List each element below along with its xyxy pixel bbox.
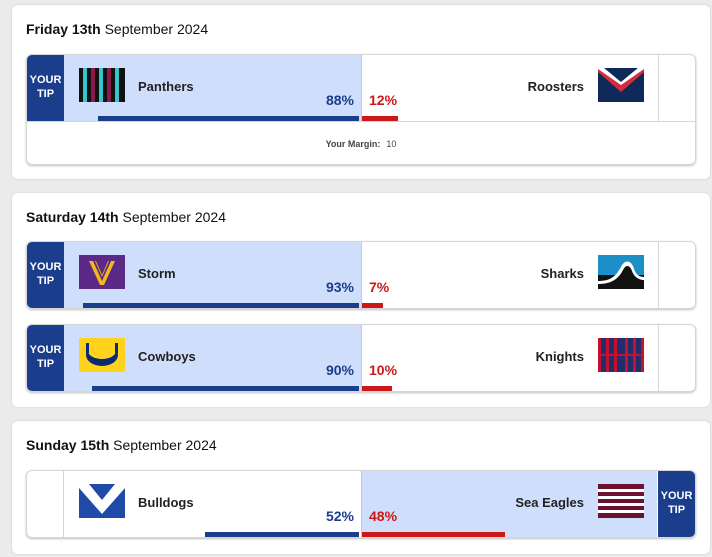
home-tip-bar	[92, 386, 359, 391]
away-team-name: Roosters	[527, 79, 584, 94]
margin-value[interactable]: 10	[386, 139, 397, 149]
home-tip-bar	[83, 303, 359, 308]
day-title-bold: Saturday 14th	[26, 209, 119, 225]
away-tip-percent: 12%	[369, 92, 398, 108]
away-tip-slot[interactable]	[658, 55, 695, 121]
day-title-bold: Sunday 15th	[26, 437, 110, 453]
match-panthers-roosters[interactable]: YOUR TIP Panthers 88% Roosters 12% Your M…	[26, 54, 696, 165]
home-team-name: Bulldogs	[138, 495, 194, 510]
day-title-bold: Friday 13th	[26, 21, 101, 37]
away-tip-bar	[362, 303, 383, 308]
sea-eagles-logo-icon	[598, 484, 644, 518]
margin-label: Your Margin:	[325, 139, 381, 149]
away-team-name: Sharks	[540, 266, 584, 281]
home-tip-percent: 93%	[325, 279, 354, 295]
your-tip-badge: YOUR TIP	[27, 325, 64, 391]
home-team-name: Cowboys	[138, 349, 196, 364]
away-tip-slot[interactable]	[658, 242, 695, 308]
day-card-friday: Friday 13th September 2024 YOUR TIP Panth…	[12, 5, 710, 179]
day-title: Friday 13th September 2024	[26, 21, 208, 37]
day-card-sunday: Sunday 15th September 2024 YOUR TIP Bulld…	[12, 421, 710, 554]
knights-logo-icon	[598, 338, 644, 372]
home-team-name: Panthers	[138, 79, 194, 94]
away-tip-bar	[362, 532, 505, 537]
match-divider	[361, 242, 362, 308]
day-card-saturday: Saturday 14th September 2024 YOUR TIP Sto…	[12, 193, 710, 407]
your-tip-badge: YOUR TIP	[27, 55, 64, 121]
match-divider	[361, 471, 362, 537]
away-tip-bar	[362, 386, 392, 391]
away-tip-bar	[362, 116, 398, 121]
match-storm-sharks[interactable]: YOUR TIP Storm 93% Sharks 7%	[26, 241, 696, 309]
match-divider	[361, 55, 362, 121]
match-tip-row[interactable]: YOUR TIP Bulldogs 52% Sea Eagles 48%	[27, 471, 695, 537]
away-tip-percent: 10%	[369, 362, 398, 378]
day-title-date: September 2024	[104, 21, 209, 37]
match-tip-row[interactable]: YOUR TIP Cowboys 90% Knights 10%	[27, 325, 695, 391]
roosters-logo-icon	[598, 68, 644, 102]
margin-row[interactable]: Your Margin: 10	[27, 121, 695, 164]
bulldogs-logo-icon	[79, 484, 125, 518]
day-title-date: September 2024	[122, 209, 227, 225]
your-tip-badge: YOUR TIP	[658, 471, 695, 537]
match-bulldogs-sea-eagles[interactable]: YOUR TIP Bulldogs 52% Sea Eagles 48%	[26, 470, 696, 538]
sharks-logo-icon	[598, 255, 644, 289]
home-tip-percent: 90%	[325, 362, 354, 378]
match-cowboys-knights[interactable]: YOUR TIP Cowboys 90% Knights 10%	[26, 324, 696, 392]
away-tip-percent: 48%	[369, 508, 398, 524]
home-tip-bar	[205, 532, 359, 537]
panthers-logo-icon	[79, 68, 125, 102]
home-team-name: Storm	[138, 266, 176, 281]
away-tip-percent: 7%	[369, 279, 390, 295]
match-divider	[361, 325, 362, 391]
home-tip-bar	[98, 116, 359, 121]
home-tip-slot[interactable]	[27, 471, 64, 537]
home-tip-percent: 88%	[325, 92, 354, 108]
cowboys-logo-icon	[79, 338, 125, 372]
storm-logo-icon	[79, 255, 125, 289]
day-title-date: September 2024	[113, 437, 217, 453]
home-tip-percent: 52%	[325, 508, 354, 524]
away-tip-slot[interactable]	[658, 325, 695, 391]
day-title: Saturday 14th September 2024	[26, 209, 226, 225]
away-team-name: Sea Eagles	[515, 495, 584, 510]
away-team-name: Knights	[535, 349, 584, 364]
match-tip-row[interactable]: YOUR TIP Storm 93% Sharks 7%	[27, 242, 695, 308]
your-tip-badge: YOUR TIP	[27, 242, 64, 308]
day-title: Sunday 15th September 2024	[26, 437, 217, 453]
match-tip-row[interactable]: YOUR TIP Panthers 88% Roosters 12%	[27, 55, 695, 121]
